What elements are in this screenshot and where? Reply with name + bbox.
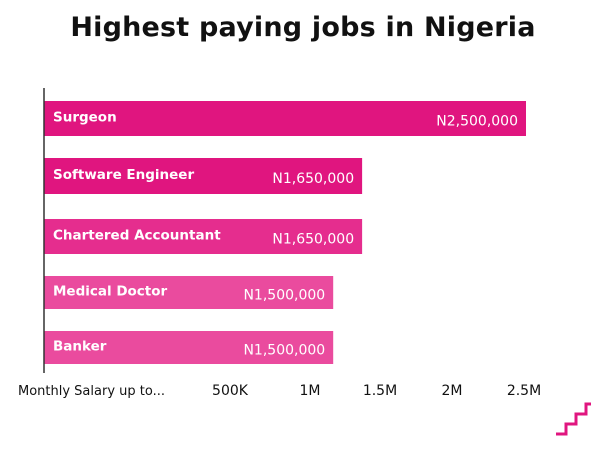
bar-category-label: Banker — [53, 339, 107, 355]
bar-value-label: N1,500,000 — [243, 343, 325, 359]
x-axis-label: Monthly Salary up to... — [18, 384, 165, 399]
x-tick-label: 1M — [300, 383, 321, 399]
bar-category-label: Surgeon — [53, 110, 117, 126]
chart-title: Highest paying jobs in Nigeria — [70, 12, 536, 43]
bar-value-label: N2,500,000 — [436, 114, 518, 130]
bar-banker — [44, 331, 334, 364]
bar-chartered-accountant — [44, 219, 363, 254]
bar-value-label: N1,650,000 — [272, 171, 354, 187]
bars-group: Surgeon N2,500,000 Software Engineer N1,650… — [44, 101, 526, 364]
x-tick-label: 500K — [212, 383, 249, 399]
x-tick-label: 2.5M — [507, 383, 541, 399]
bar-medical-doctor — [44, 276, 334, 309]
bar-software-engineer — [44, 158, 363, 194]
stairs-icon — [556, 402, 591, 436]
bar-value-label: N1,650,000 — [272, 232, 354, 248]
x-tick-label: 2M — [442, 383, 463, 399]
x-tick-label: 1.5M — [363, 383, 397, 399]
bar-category-label: Software Engineer — [53, 167, 194, 183]
bar-surgeon — [44, 101, 526, 136]
bar-value-label: N1,500,000 — [243, 288, 325, 304]
x-axis-ticks: 500K 1M 1.5M 2M 2.5M — [212, 383, 541, 399]
bar-category-label: Chartered Accountant — [53, 228, 221, 244]
bar-category-label: Medical Doctor — [53, 284, 168, 300]
